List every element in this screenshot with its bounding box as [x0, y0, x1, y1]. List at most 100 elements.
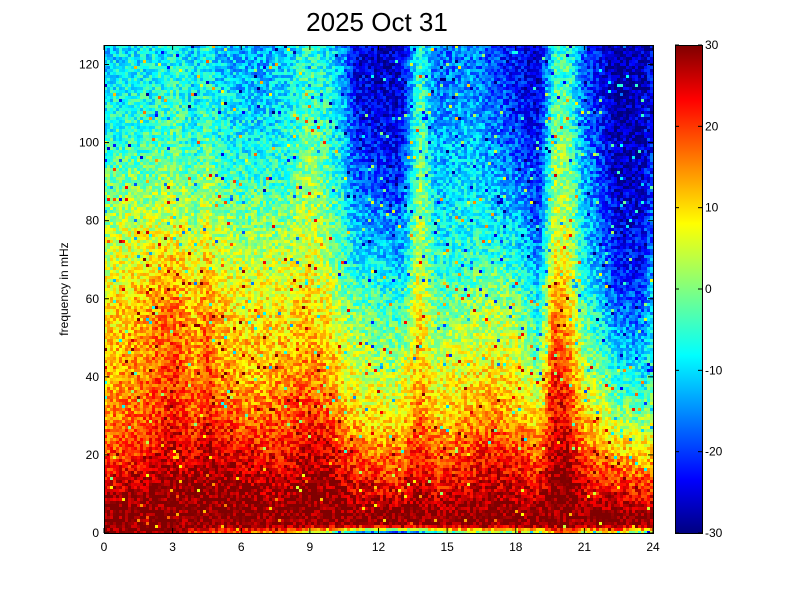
- heatmap-cell: [410, 117, 413, 120]
- heatmap-cell: [293, 60, 296, 63]
- heatmap-cell: [473, 93, 476, 96]
- heatmap-cell: [314, 69, 317, 72]
- heatmap-cell: [563, 99, 566, 102]
- heatmap-cell: [554, 99, 557, 102]
- heatmap-cell: [326, 66, 329, 69]
- heatmap-cell: [311, 102, 314, 105]
- heatmap-cell: [578, 51, 581, 54]
- heatmap-cell: [167, 84, 170, 87]
- heatmap-cell: [332, 63, 335, 66]
- heatmap-cell: [197, 93, 200, 96]
- heatmap-cell: [356, 87, 359, 90]
- heatmap-cell: [131, 114, 134, 117]
- heatmap-cell: [107, 54, 110, 57]
- heatmap-cell: [212, 120, 215, 123]
- heatmap-cell: [137, 114, 140, 117]
- heatmap-cell: [215, 108, 218, 111]
- heatmap-cell: [557, 102, 560, 105]
- heatmap-cell: [155, 105, 158, 108]
- heatmap-cell: [467, 48, 470, 51]
- heatmap-cell: [185, 69, 188, 72]
- heatmap-cell: [155, 48, 158, 51]
- heatmap-cell: [158, 57, 161, 60]
- heatmap-cell: [260, 117, 263, 120]
- heatmap-cell: [272, 66, 275, 69]
- heatmap-cell: [146, 126, 149, 129]
- heatmap-cell: [413, 108, 416, 111]
- heatmap-cell: [311, 117, 314, 120]
- heatmap-cell: [533, 48, 536, 51]
- heatmap-cell: [608, 48, 611, 51]
- heatmap-cell: [335, 63, 338, 66]
- heatmap-cell: [335, 105, 338, 108]
- heatmap-cell: [566, 114, 569, 117]
- heatmap-cell: [632, 93, 635, 96]
- heatmap-cell: [110, 126, 113, 129]
- heatmap-cell: [542, 75, 545, 78]
- heatmap-cell: [329, 66, 332, 69]
- heatmap-cell: [380, 90, 383, 93]
- heatmap-cell: [392, 66, 395, 69]
- heatmap-cell: [122, 48, 125, 51]
- heatmap-cell: [113, 126, 116, 129]
- heatmap-cell: [533, 105, 536, 108]
- heatmap-cell: [422, 87, 425, 90]
- heatmap-cell: [626, 60, 629, 63]
- heatmap-cell: [368, 84, 371, 87]
- heatmap-cell: [557, 99, 560, 102]
- heatmap-cell: [590, 96, 593, 99]
- heatmap-cell: [434, 60, 437, 63]
- heatmap-cell: [113, 60, 116, 63]
- heatmap-cell: [623, 102, 626, 105]
- heatmap-cell: [341, 75, 344, 78]
- heatmap-cell: [167, 87, 170, 90]
- heatmap-cell: [638, 78, 641, 81]
- heatmap-cell: [584, 84, 587, 87]
- heatmap-cell: [248, 48, 251, 51]
- heatmap-cell: [218, 69, 221, 72]
- heatmap-cell: [155, 108, 158, 111]
- heatmap-cell: [221, 63, 224, 66]
- heatmap-cell: [563, 96, 566, 99]
- heatmap-cell: [314, 120, 317, 123]
- heatmap-cell: [122, 57, 125, 60]
- heatmap-cell: [224, 120, 227, 123]
- heatmap-cell: [509, 84, 512, 87]
- heatmap-cell: [176, 105, 179, 108]
- heatmap-cell: [266, 99, 269, 102]
- heatmap-cell: [248, 99, 251, 102]
- heatmap-cell: [158, 69, 161, 72]
- heatmap-cell: [194, 99, 197, 102]
- heatmap-cell: [218, 72, 221, 75]
- heatmap-cell: [584, 105, 587, 108]
- heatmap-cell: [335, 75, 338, 78]
- heatmap-cell: [446, 90, 449, 93]
- heatmap-cell: [515, 108, 518, 111]
- heatmap-cell: [521, 87, 524, 90]
- heatmap-cell: [569, 54, 572, 57]
- heatmap-cell: [257, 81, 260, 84]
- heatmap-cell: [338, 54, 341, 57]
- heatmap-cell: [509, 75, 512, 78]
- heatmap-cell: [521, 57, 524, 60]
- heatmap-cell: [119, 66, 122, 69]
- heatmap-cell: [110, 51, 113, 54]
- heatmap-cell: [497, 66, 500, 69]
- heatmap-cell: [239, 87, 242, 90]
- heatmap-cell: [275, 48, 278, 51]
- heatmap-cell: [365, 69, 368, 72]
- heatmap-cell: [452, 123, 455, 126]
- heatmap-cell: [176, 126, 179, 129]
- heatmap-cell: [419, 105, 422, 108]
- heatmap-cell: [587, 117, 590, 120]
- heatmap-cell: [620, 105, 623, 108]
- heatmap-cell: [629, 81, 632, 84]
- heatmap-cell: [356, 102, 359, 105]
- heatmap-cell: [599, 99, 602, 102]
- heatmap-cell: [320, 96, 323, 99]
- heatmap-cell: [173, 120, 176, 123]
- heatmap-cell: [314, 87, 317, 90]
- heatmap-cell: [194, 75, 197, 78]
- heatmap-cell: [356, 51, 359, 54]
- heatmap-cell: [395, 108, 398, 111]
